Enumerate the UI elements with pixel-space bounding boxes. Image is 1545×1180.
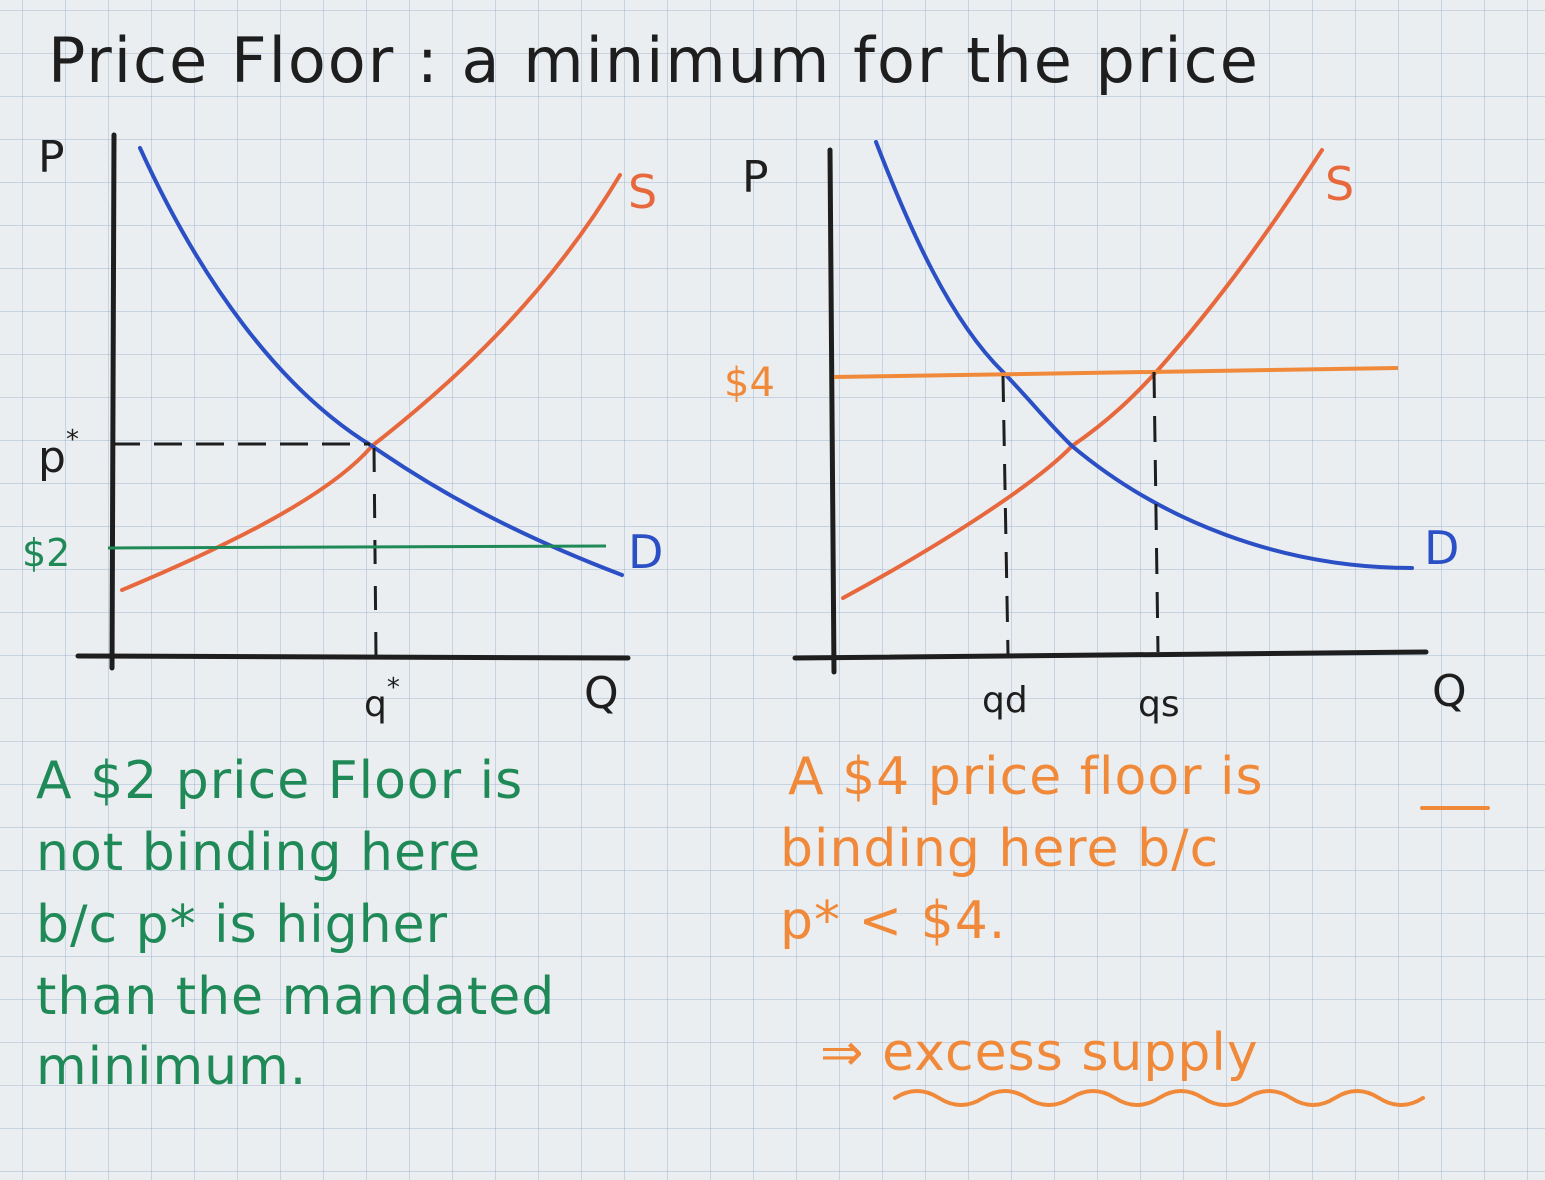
right-supply-label: S xyxy=(1325,157,1354,211)
right-supply-curve xyxy=(841,148,1324,600)
left-note-line-4: than the mandated xyxy=(36,967,555,1027)
right-y-axis xyxy=(827,147,837,675)
right-note-line-3: p* < $4. xyxy=(780,891,1006,951)
right-qd-label: qd xyxy=(982,680,1028,721)
right-note: A $4 price floor is binding here b/c p* … xyxy=(780,747,1490,1107)
left-price-floor-line xyxy=(107,544,607,550)
right-chart: P Q S D $4 qd qs xyxy=(724,140,1467,725)
left-note-line-1: A $2 price Floor is xyxy=(36,751,523,811)
left-p-star-label: p* xyxy=(38,425,79,483)
left-note-line-5: minimum. xyxy=(36,1037,307,1097)
left-y-axis-label: P xyxy=(38,132,65,183)
left-note-line-2: not binding here xyxy=(36,823,481,883)
right-qs-dashed-line xyxy=(1152,371,1160,653)
right-x-axis-label: Q xyxy=(1432,666,1467,717)
right-demand-curve xyxy=(874,140,1414,570)
right-qs-label: qs xyxy=(1138,684,1180,725)
right-note-line-2: binding here b/c xyxy=(780,819,1219,879)
excess-supply-conclusion: ⇒ excess supply xyxy=(820,1023,1259,1083)
left-floor-label: $2 xyxy=(22,531,70,575)
right-y-axis-label: P xyxy=(742,152,769,203)
left-supply-label: S xyxy=(628,165,657,219)
left-note-line-3: b/c p* is higher xyxy=(36,895,448,955)
left-demand-label: D xyxy=(628,525,663,579)
left-x-axis-label: Q xyxy=(584,668,619,719)
right-floor-label: $4 xyxy=(724,360,775,406)
left-note: A $2 price Floor is not binding here b/c… xyxy=(36,751,555,1097)
left-q-star-label: q* xyxy=(364,673,400,725)
left-y-axis xyxy=(109,132,117,671)
excess-supply-squiggle xyxy=(893,1089,1425,1107)
left-chart: P Q S D p* q* $2 xyxy=(22,132,663,725)
right-qd-dashed-line xyxy=(1001,375,1010,655)
right-note-line-1: A $4 price floor is xyxy=(788,747,1264,807)
right-demand-label: D xyxy=(1424,521,1459,575)
right-x-axis xyxy=(792,649,1429,661)
left-demand-curve xyxy=(138,146,624,577)
right-price-floor-line xyxy=(833,366,1399,379)
left-q-star-dashed-line xyxy=(372,447,378,657)
left-x-axis xyxy=(75,653,631,661)
page-title: Price Floor : a minimum for the price xyxy=(48,24,1260,97)
left-supply-curve xyxy=(120,173,622,592)
